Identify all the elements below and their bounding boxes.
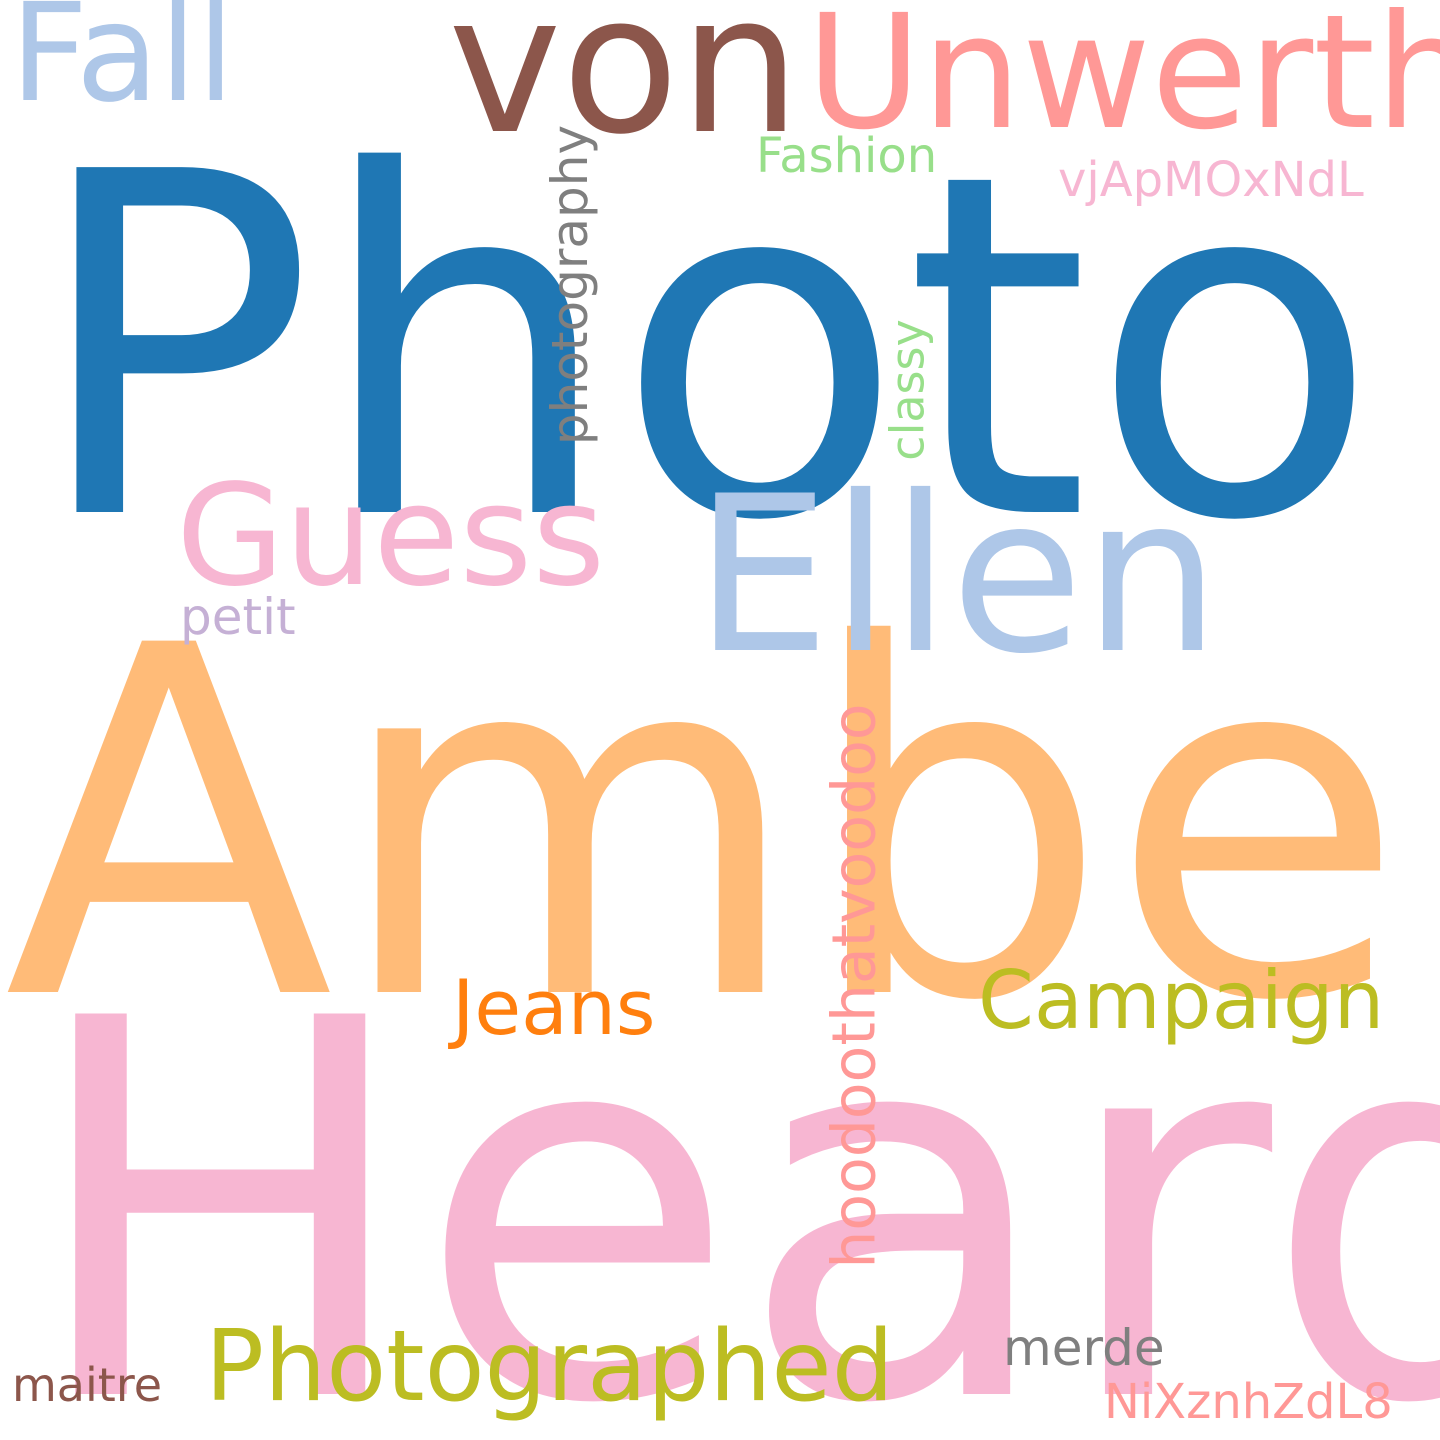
word-nixznhzdl8: NiXznhZdL8 — [1104, 1374, 1393, 1430]
word-hoodoothatvoodoo: hoodoothatvoodoo — [820, 703, 891, 1269]
word-photographed: Photographed — [205, 1310, 894, 1424]
word-jeans: Jeans — [452, 963, 656, 1052]
word-classy: classy — [881, 319, 936, 461]
word-unwerth: Unwerth — [806, 0, 1440, 165]
word-photography-box: photography — [540, 120, 600, 450]
word-photo: Photo — [30, 73, 1380, 624]
word-von: von — [448, 0, 801, 177]
word-petit: petit — [180, 588, 296, 646]
word-fashion: Fashion — [756, 128, 938, 184]
word-merde: merde — [1003, 1319, 1165, 1377]
word-heard: Heard — [24, 910, 1440, 1440]
word-fall: Fall — [10, 0, 235, 133]
word-classy-box: classy — [880, 300, 936, 480]
word-maitre: maitre — [12, 1358, 163, 1412]
word-hoodoothatvoodoo-box: hoodoothatvoodoo — [820, 676, 890, 1296]
word-vjapmoxndl: vjApMOxNdL — [1058, 152, 1364, 208]
word-amber: Amber — [4, 545, 1440, 1106]
word-campaign: Campaign — [978, 954, 1385, 1047]
word-guess: Guess — [176, 455, 606, 618]
word-photography: photography — [541, 124, 600, 446]
word-ellen: Ellen — [694, 450, 1221, 701]
